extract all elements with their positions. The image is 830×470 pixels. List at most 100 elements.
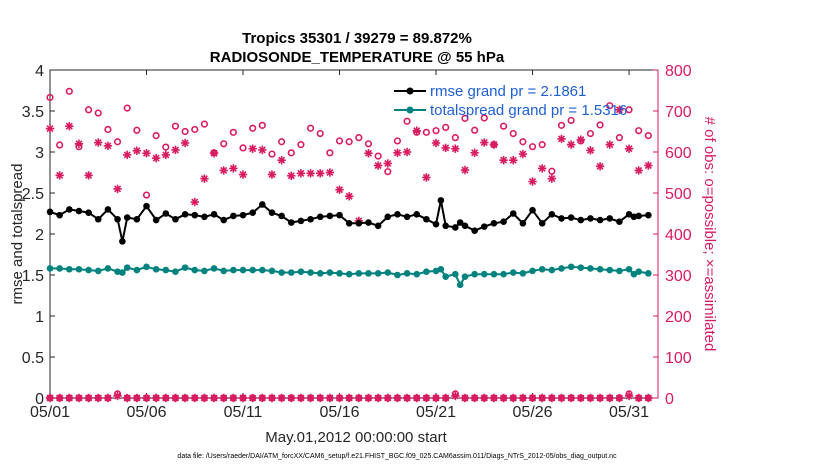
point-totalspread — [172, 268, 179, 276]
point-obs_assimilated — [142, 149, 151, 158]
point-obs_assimilated — [151, 153, 161, 163]
point-rmse — [509, 210, 517, 217]
point-obs_possible — [596, 121, 604, 129]
y-axis-label: rmse and totalspread — [9, 164, 26, 305]
point-obs_assimilated_bottom — [190, 393, 199, 403]
point-obs_assimilated_bottom — [364, 393, 373, 403]
point-rmse — [287, 219, 295, 226]
point-totalspread — [635, 268, 642, 276]
point-obs_possible — [442, 123, 450, 131]
point-rmse — [326, 212, 334, 220]
point-rmse — [567, 214, 575, 221]
point-obs_possible — [606, 102, 614, 110]
point-totalspread — [442, 273, 449, 280]
point-obs_assimilated — [615, 105, 624, 114]
point-obs_possible — [548, 167, 556, 175]
point-rmse — [239, 211, 247, 219]
point-rmse — [56, 211, 63, 219]
point-totalspread — [423, 268, 430, 276]
point-rmse — [365, 219, 372, 226]
point-obs_assimilated — [267, 170, 277, 179]
point-obs_assimilated — [180, 138, 190, 148]
point-totalspread — [123, 264, 131, 271]
y-axis-left: 0 0.5 1 1.5 2 2.5 3 3.5 4 — [22, 63, 55, 408]
point-obs_assimilated_bottom — [547, 393, 557, 403]
point-totalspread — [355, 270, 363, 277]
point-obs_possible — [191, 125, 199, 134]
point-obs_assimilated — [344, 192, 354, 201]
point-obs_assimilated_bottom — [65, 393, 74, 403]
point-obs_assimilated — [132, 146, 142, 155]
point-obs_assimilated — [518, 149, 528, 159]
point-obs_possible — [615, 134, 623, 142]
point-obs_assimilated — [55, 171, 64, 180]
point-rmse — [456, 219, 464, 226]
point-obs_assimilated_bottom — [586, 393, 595, 403]
series-rmse — [46, 197, 652, 245]
point-obs_assimilated_bottom — [460, 393, 470, 403]
series-layer — [45, 87, 653, 403]
point-rmse — [259, 201, 266, 208]
point-totalspread — [606, 266, 614, 274]
point-rmse — [181, 211, 189, 218]
point-obs_assimilated_bottom — [402, 393, 412, 403]
point-obs_assimilated_bottom — [431, 393, 441, 403]
y-tick-label-right: 600 — [665, 145, 692, 162]
point-totalspread — [365, 270, 372, 277]
point-obs_possible — [239, 144, 247, 152]
y-tick-label-right: 300 — [665, 268, 692, 285]
point-obs_assimilated — [123, 150, 132, 160]
point-totalspread — [577, 264, 585, 271]
point-obs_assimilated — [605, 140, 614, 149]
point-rmse — [191, 211, 199, 219]
point-totalspread — [191, 266, 199, 274]
point-rmse — [635, 212, 642, 220]
y-tick-label: 0 — [35, 391, 44, 408]
point-obs_possible — [123, 104, 131, 112]
point-rmse — [529, 206, 536, 214]
point-obs_possible — [56, 141, 64, 149]
point-obs_assimilated_bottom — [229, 393, 238, 403]
x-tick-label: 05/31 — [609, 404, 649, 421]
point-obs_assimilated — [171, 145, 180, 155]
point-rmse — [152, 216, 160, 224]
point-obs_assimilated — [441, 143, 450, 153]
point-totalspread — [162, 266, 170, 274]
point-obs_assimilated — [393, 148, 402, 158]
point-totalspread — [181, 264, 189, 271]
point-obs_assimilated — [499, 156, 508, 165]
point-totalspread — [133, 266, 141, 274]
point-obs_assimilated — [258, 145, 267, 155]
point-totalspread — [538, 265, 546, 273]
point-obs_assimilated — [595, 162, 605, 171]
point-obs_assimilated_bottom — [595, 393, 605, 403]
point-rmse — [480, 223, 488, 230]
point-obs_possible — [451, 134, 459, 142]
point-obs_possible — [171, 122, 180, 130]
point-totalspread — [119, 269, 126, 276]
point-totalspread — [239, 266, 247, 274]
point-obs_possible — [306, 124, 315, 132]
point-obs_possible — [65, 87, 73, 95]
point-obs_assimilated_bottom — [518, 393, 528, 403]
point-obs_assimilated — [296, 169, 306, 178]
point-obs_possible — [142, 191, 151, 199]
point-obs_assimilated_bottom — [470, 393, 479, 403]
point-obs_possible — [113, 138, 122, 146]
series-obs_possible — [46, 87, 652, 199]
point-totalspread — [46, 265, 54, 272]
point-obs_possible — [393, 137, 402, 145]
point-obs_assimilated_bottom — [412, 393, 421, 403]
point-obs_assimilated — [209, 149, 219, 158]
point-obs_assimilated_bottom — [499, 393, 508, 403]
point-rmse — [75, 207, 83, 215]
point-rmse — [278, 212, 285, 220]
point-rmse — [230, 212, 237, 220]
point-totalspread — [558, 265, 565, 272]
point-totalspread — [596, 265, 604, 273]
point-totalspread — [403, 270, 411, 277]
point-totalspread — [316, 270, 324, 277]
y-tick-label-right: 0 — [665, 391, 674, 408]
point-obs_assimilated_bottom — [103, 393, 113, 403]
